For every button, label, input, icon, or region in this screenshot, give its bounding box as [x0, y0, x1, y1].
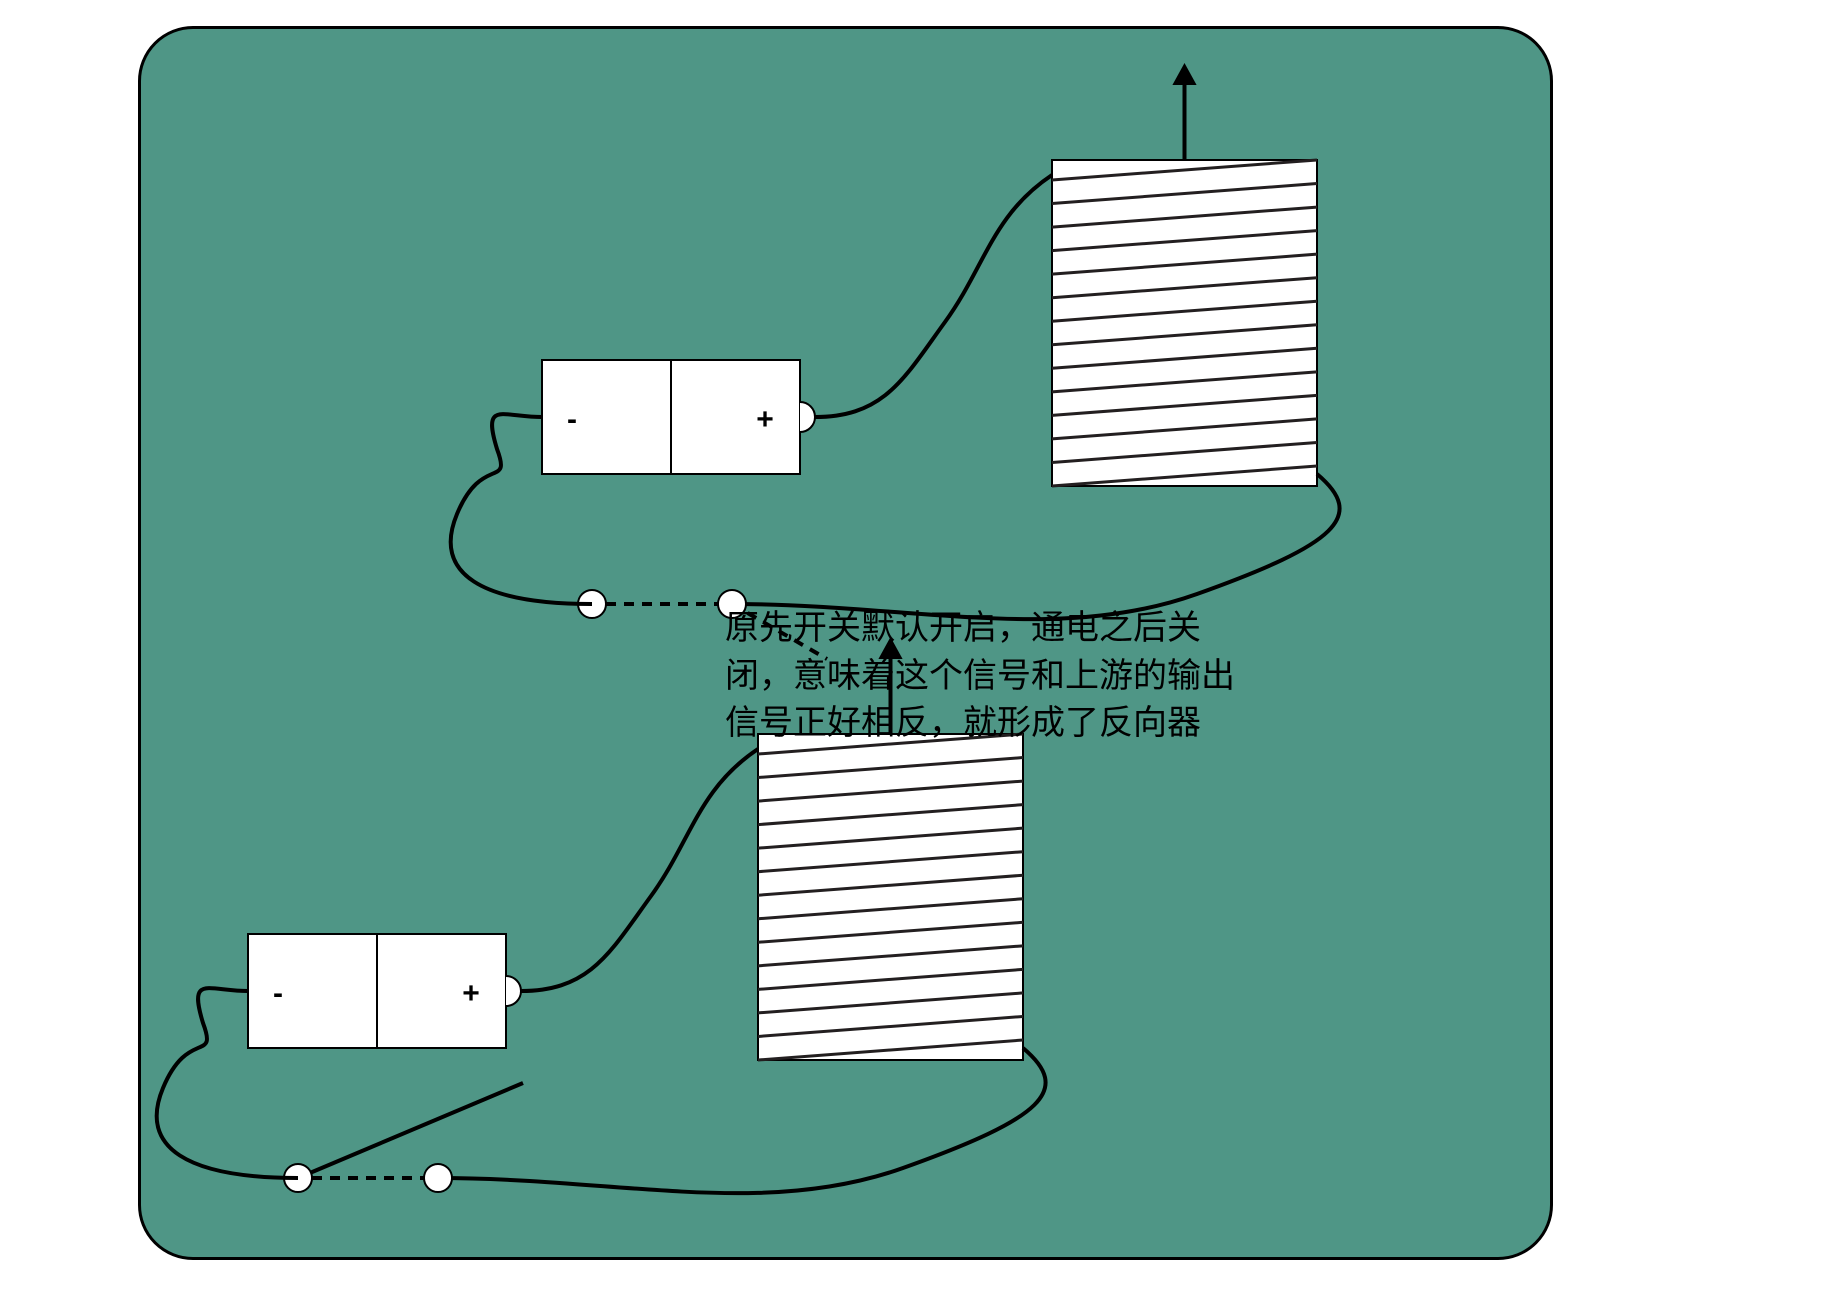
battery-plus: +	[462, 977, 480, 1010]
circuit-top: -+	[451, 63, 1340, 659]
battery-plus: +	[756, 403, 774, 436]
wire-battery-to-coil	[521, 749, 758, 991]
battery-minus: -	[567, 403, 577, 436]
switch-arm-open	[298, 1083, 523, 1178]
battery-minus: -	[273, 977, 283, 1010]
explanatory-caption: 原先开关默认开启，通电之后关 闭，意味着这个信号和上游的输出 信号正好相反，就形…	[725, 605, 1235, 748]
wire-battery-to-coil	[815, 175, 1052, 417]
switch-node-right	[424, 1164, 452, 1192]
wire-coil-to-switch	[438, 1048, 1046, 1193]
output-arrowhead	[1172, 63, 1196, 85]
wire-coil-to-switch	[732, 474, 1340, 619]
